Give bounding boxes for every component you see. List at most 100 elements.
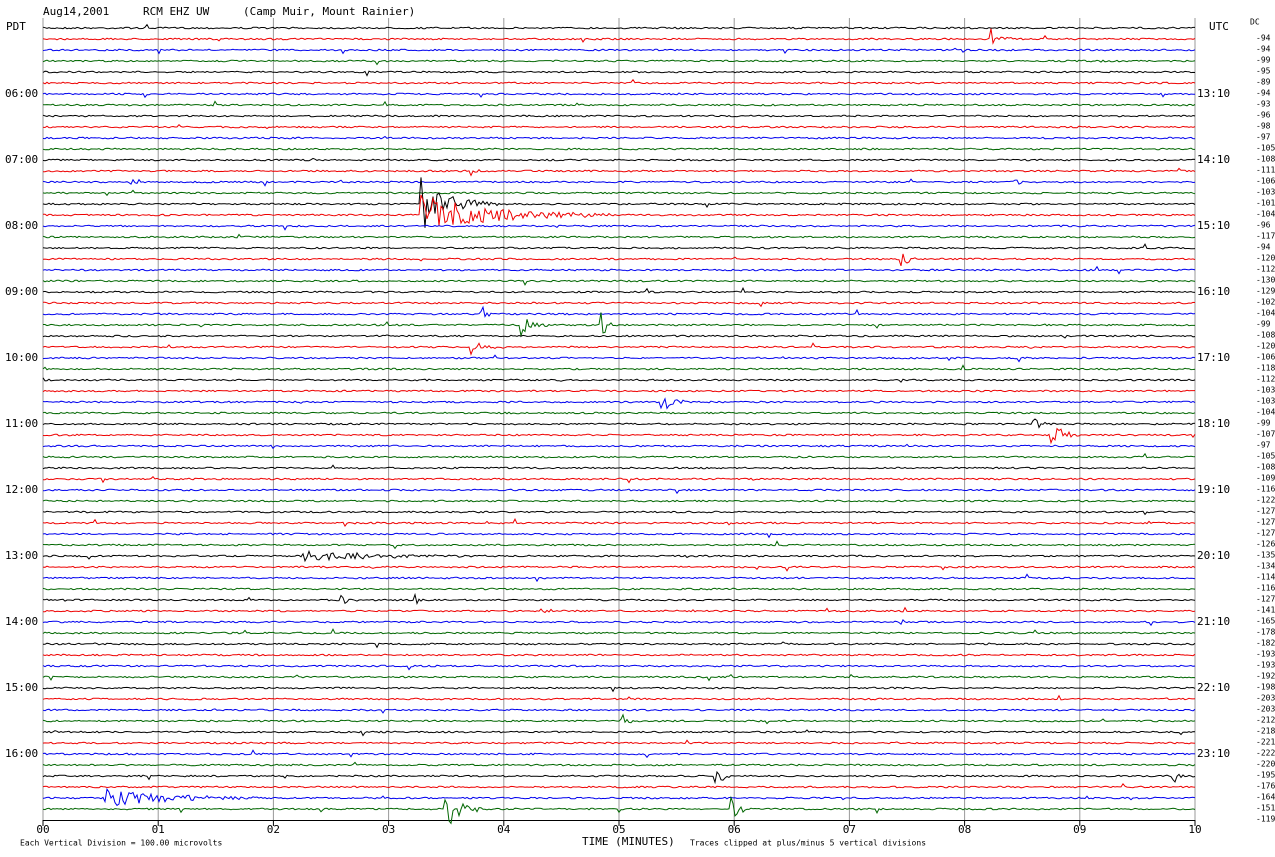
dc-offset: -112	[1256, 375, 1275, 384]
x-tick-label: 08	[958, 823, 971, 836]
dc-offset: -203	[1256, 705, 1275, 714]
dc-offset: -95	[1256, 67, 1271, 76]
trace	[42, 573, 1196, 583]
trace	[42, 253, 1196, 267]
dc-offset: -165	[1256, 617, 1275, 626]
dc-offset: -94	[1256, 34, 1271, 43]
trace	[42, 397, 1196, 410]
dc-offset: -151	[1256, 804, 1275, 813]
trace	[42, 92, 1195, 99]
pdt-time: 09:00	[5, 285, 38, 298]
dc-offset: -116	[1256, 485, 1275, 494]
trace	[42, 194, 1196, 226]
dc-offset: -103	[1256, 397, 1275, 406]
trace	[42, 23, 1195, 30]
trace	[42, 59, 1196, 66]
dc-offset: -193	[1256, 661, 1275, 670]
trace	[42, 135, 1196, 140]
x-tick-label: 02	[267, 823, 280, 836]
dc-offset: -108	[1256, 331, 1275, 340]
dc-offset: -109	[1256, 474, 1275, 483]
dc-offset: -102	[1256, 298, 1275, 307]
dc-offset: -218	[1256, 727, 1275, 736]
trace	[42, 628, 1196, 635]
trace	[42, 147, 1195, 151]
dc-offset: -127	[1256, 518, 1275, 527]
trace	[42, 510, 1196, 516]
trace	[42, 243, 1196, 250]
station: RCM EHZ UW	[143, 5, 210, 18]
trace	[43, 167, 1196, 177]
trace	[42, 301, 1196, 308]
x-tick-label: 04	[497, 823, 511, 836]
pdt-time: 10:00	[5, 351, 38, 364]
trace	[42, 729, 1196, 737]
trace	[43, 641, 1196, 649]
dc-offset: -221	[1256, 738, 1275, 747]
dc-offset: -112	[1256, 265, 1275, 274]
trace	[42, 287, 1196, 294]
dc-offset: -101	[1256, 199, 1275, 208]
dc-offset: -193	[1256, 650, 1275, 659]
utc-time: 13:10	[1197, 87, 1230, 100]
dc-offset: -118	[1256, 364, 1275, 373]
dc-offset: -141	[1256, 606, 1275, 615]
dc-offset: -127	[1256, 507, 1275, 516]
dc-offset: -105	[1256, 452, 1275, 461]
trace	[42, 189, 1196, 197]
dc-label: DC	[1250, 18, 1260, 27]
utc-time: 23:10	[1197, 747, 1230, 760]
dc-offset: -104	[1256, 210, 1275, 219]
dc-offset: -120	[1256, 254, 1275, 263]
trace	[42, 488, 1196, 495]
trace	[42, 364, 1196, 371]
utc-time: 14:10	[1197, 153, 1230, 166]
dc-offset: -220	[1256, 760, 1275, 769]
pdt-time: 06:00	[5, 87, 38, 100]
dc-offset: -178	[1256, 628, 1275, 637]
trace	[42, 78, 1196, 85]
dc-offset: -164	[1256, 793, 1275, 802]
trace	[42, 587, 1196, 591]
dc-offset: -127	[1256, 595, 1275, 604]
dc-offset: -107	[1256, 430, 1275, 439]
utc-time: 15:10	[1197, 219, 1230, 232]
utc-time: 18:10	[1197, 417, 1230, 430]
dc-offset: -97	[1256, 441, 1271, 450]
trace	[42, 713, 1196, 725]
dc-offset: -94	[1256, 243, 1271, 252]
trace	[42, 694, 1196, 701]
dc-offset: -111	[1256, 166, 1275, 175]
dc-offset: -99	[1256, 419, 1271, 428]
x-tick-label: 10	[1188, 823, 1201, 836]
pdt-time: 07:00	[5, 153, 38, 166]
trace	[42, 418, 1196, 429]
utc-time: 20:10	[1197, 549, 1230, 562]
left-zone: PDT	[6, 20, 26, 33]
dc-offset: -192	[1256, 672, 1275, 681]
trace	[42, 787, 1196, 807]
trace	[42, 157, 1196, 162]
dc-offset: -97	[1256, 133, 1271, 142]
trace	[42, 114, 1196, 118]
dc-offset: -104	[1256, 309, 1275, 318]
clip-note: Traces clipped at plus/minus 5 vertical …	[690, 839, 926, 848]
dc-offset: -96	[1256, 221, 1271, 230]
trace	[42, 279, 1196, 286]
trace	[42, 70, 1196, 77]
dc-offset: -106	[1256, 353, 1275, 362]
trace	[42, 389, 1195, 393]
scale-note: Each Vertical Division = 100.00 microvol…	[20, 839, 222, 848]
dc-offset: -176	[1256, 782, 1275, 791]
x-tick-label: 07	[843, 823, 856, 836]
dc-offset: -114	[1256, 573, 1275, 582]
trace	[42, 427, 1196, 445]
trace	[43, 100, 1196, 107]
utc-time: 17:10	[1197, 351, 1230, 364]
dc-offset: -212	[1256, 716, 1275, 725]
trace	[42, 517, 1196, 528]
dc-offset: -94	[1256, 45, 1271, 54]
dc-offset: -103	[1256, 188, 1275, 197]
dc-offset: -104	[1256, 408, 1275, 417]
dc-offset: -195	[1256, 771, 1275, 780]
